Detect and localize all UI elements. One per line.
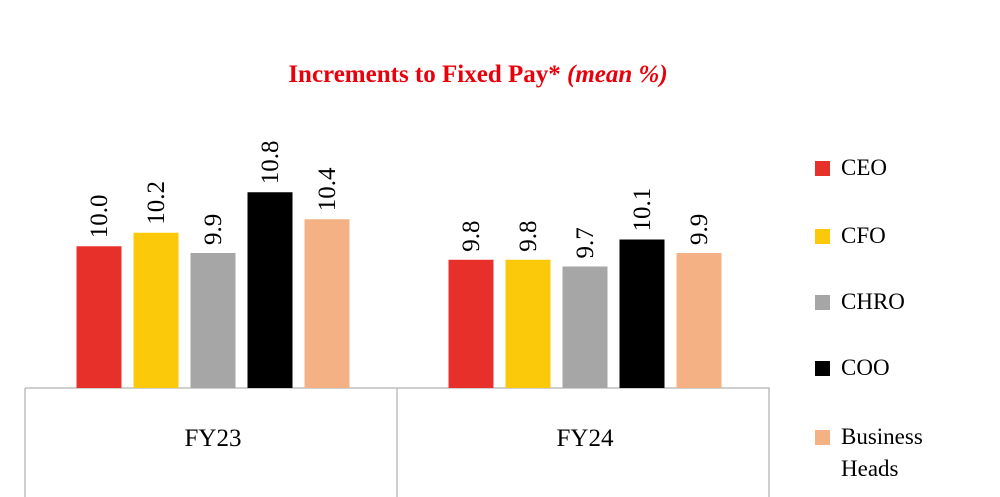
bar	[448, 259, 494, 388]
legend-swatch	[815, 229, 830, 244]
legend-swatch	[815, 161, 830, 176]
legend-item: CHRO	[815, 286, 965, 318]
bar	[562, 266, 608, 388]
chart-title: Increments to Fixed Pay* (mean %)	[288, 61, 667, 88]
legend-label: CHRO	[841, 289, 905, 314]
legend-swatch	[815, 295, 830, 310]
data-label: 10.8	[257, 141, 284, 185]
title-main: Increments to Fixed Pay*	[288, 61, 560, 88]
x-tick-label: FY24	[557, 425, 614, 452]
legend-item: CEO	[815, 152, 965, 184]
bar	[76, 246, 122, 388]
legend-item: CFO	[815, 220, 965, 252]
data-label: 10.1	[629, 188, 656, 232]
bar	[304, 219, 350, 388]
data-label: 9.9	[200, 214, 227, 245]
title-unit: (mean %)	[567, 61, 668, 88]
bar	[133, 232, 179, 388]
legend-label: Business Heads	[841, 424, 923, 481]
bar	[505, 259, 551, 388]
bar	[619, 239, 665, 388]
legend-label: CEO	[841, 155, 887, 180]
data-label: 10.4	[314, 167, 341, 211]
data-label: 9.9	[686, 214, 713, 245]
legend-swatch	[815, 361, 830, 376]
bar	[190, 253, 236, 388]
legend-item: Business Heads	[815, 421, 965, 485]
bar	[247, 192, 293, 388]
data-label: 9.7	[572, 227, 599, 258]
data-label: 9.8	[515, 221, 542, 252]
data-label: 9.8	[458, 221, 485, 252]
legend-label: COO	[841, 355, 890, 380]
data-label: 10.2	[143, 181, 170, 225]
data-label: 10.0	[86, 195, 113, 239]
legend-swatch	[815, 430, 830, 445]
x-tick-label: FY23	[185, 425, 242, 452]
legend-item: COO	[815, 352, 965, 384]
bar	[676, 253, 722, 388]
legend-label: CFO	[841, 223, 886, 248]
